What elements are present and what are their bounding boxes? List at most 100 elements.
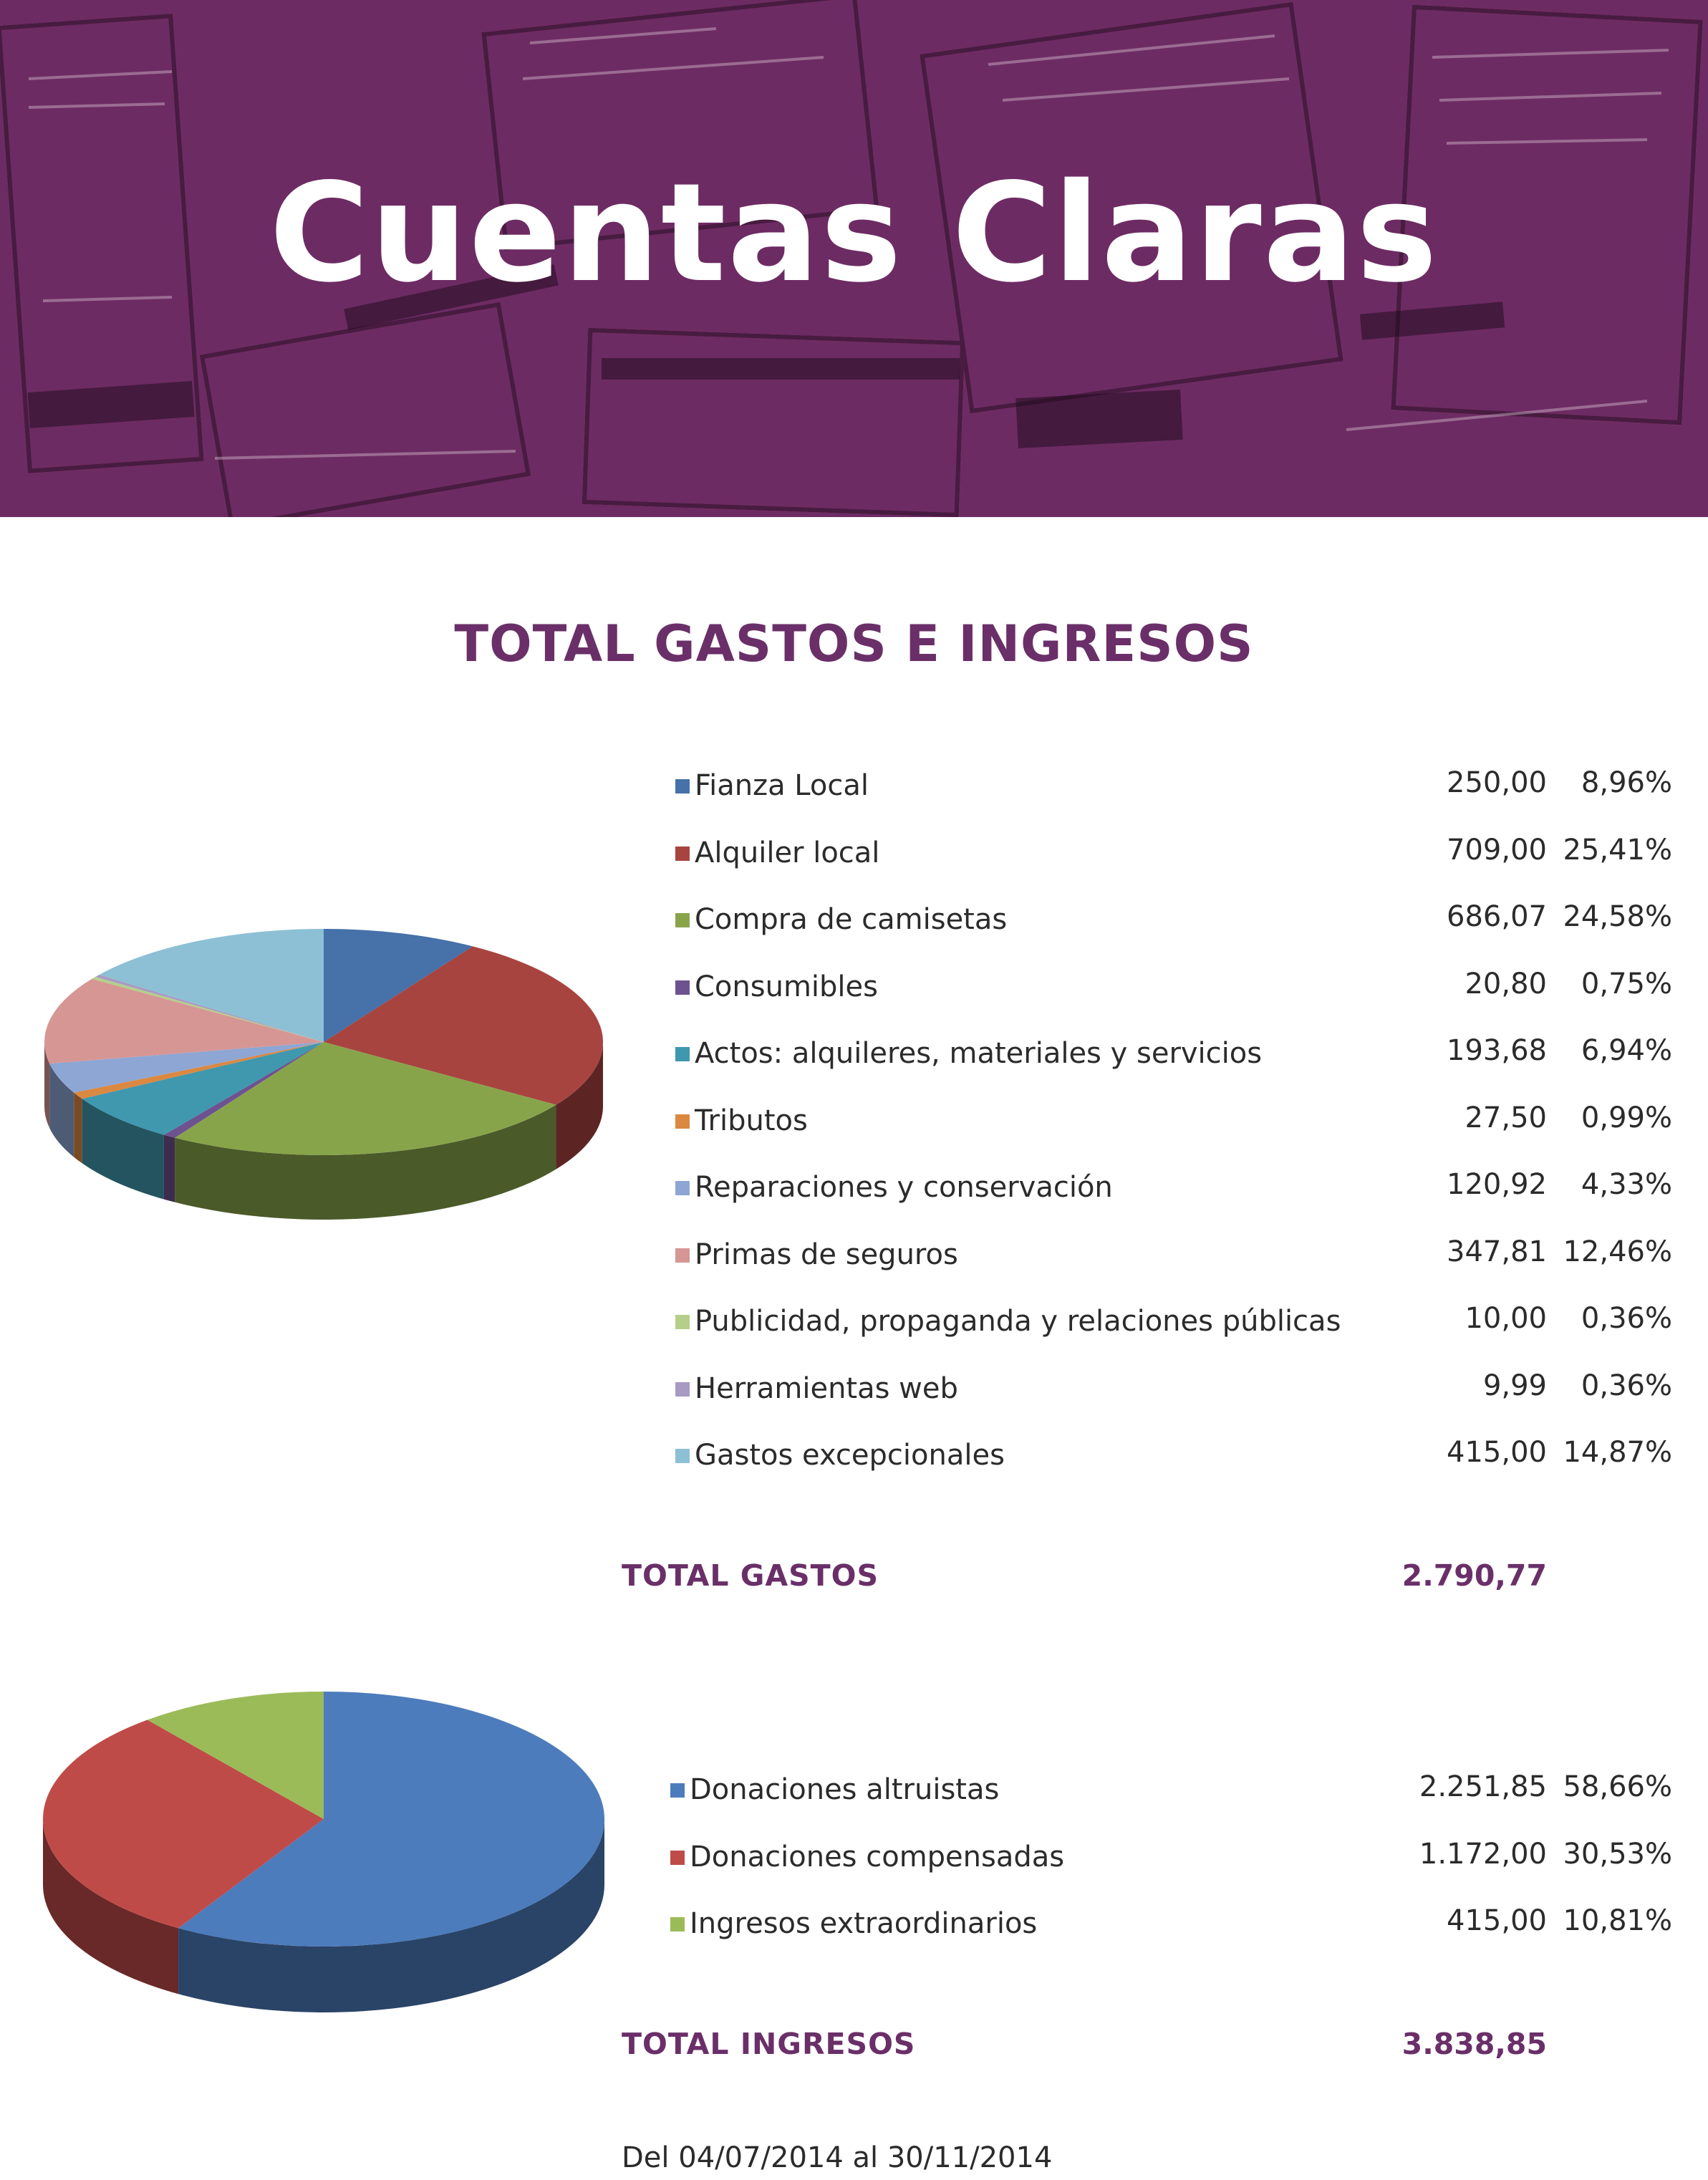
expense-value: 120,92	[1447, 1168, 1547, 1201]
legend-swatch	[675, 846, 690, 861]
expense-item: Consumibles 20,80 0,75%	[670, 963, 1679, 1031]
expense-item: Fianza Local 250,00 8,96%	[670, 762, 1679, 829]
expense-value: 193,68	[1447, 1034, 1547, 1067]
expense-percent: 0,36%	[1581, 1369, 1672, 1402]
expense-item: Tributos 27,50 0,99%	[670, 1097, 1679, 1164]
expense-percent: 0,36%	[1581, 1302, 1672, 1335]
income-value: 2.251,85	[1419, 1770, 1547, 1803]
expense-value: 250,00	[1447, 766, 1547, 799]
expenses-pie-chart	[44, 929, 603, 1220]
expense-item: Primas de seguros 347,81 12,46%	[670, 1231, 1679, 1298]
pie-slice	[324, 946, 603, 1105]
income-item: Donaciones altruistas 2.251,85 58,66%	[665, 1766, 1679, 1833]
legend-swatch	[675, 1449, 690, 1463]
expense-label: Tributos	[695, 1104, 808, 1137]
expense-item: Gastos excepcionales 415,00 14,87%	[670, 1432, 1679, 1499]
legend-swatch	[675, 779, 690, 794]
pie-slice	[49, 1042, 324, 1093]
total-income-label: TOTAL INGRESOS	[622, 2027, 916, 2061]
legend-swatch	[670, 1917, 685, 1931]
pie-slice-side	[82, 1099, 164, 1200]
date-range: Del 04/07/2014 al 30/11/2014	[622, 2141, 1053, 2174]
income-percent: 58,66%	[1563, 1770, 1672, 1803]
income-label: Donaciones compensadas	[690, 1840, 1065, 1873]
expense-percent: 24,58%	[1563, 900, 1672, 933]
expense-value: 347,81	[1447, 1235, 1547, 1268]
pie-slice	[324, 929, 473, 1042]
expense-item: Compra de camisetas 686,07 24,58%	[670, 896, 1679, 963]
pie-slice-side	[178, 1819, 604, 2012]
pie-slice-side	[163, 1134, 175, 1202]
expense-percent: 25,41%	[1563, 833, 1672, 867]
expense-item: Alquiler local 709,00 25,41%	[670, 829, 1679, 897]
pie-slice-side	[43, 1819, 179, 1995]
expense-item: Herramientas web 9,99 0,36%	[670, 1365, 1679, 1432]
legend-swatch	[675, 1047, 690, 1061]
income-label: Ingresos extraordinarios	[690, 1907, 1038, 1940]
expense-label: Publicidad, propaganda y relaciones públ…	[695, 1305, 1341, 1338]
expense-label: Primas de seguros	[695, 1238, 958, 1271]
pie-slice-side	[556, 1042, 603, 1169]
expense-percent: 0,75%	[1581, 967, 1672, 1000]
expense-percent: 4,33%	[1581, 1168, 1672, 1201]
pie-slice	[95, 975, 324, 1042]
income-item: Ingresos extraordinarios 415,00 10,81%	[665, 1900, 1679, 1967]
expenses-legend: Fianza Local 250,00 8,96% Alquiler local 70…	[670, 762, 1679, 1499]
pie-slice	[92, 976, 324, 1042]
expense-label: Herramientas web	[695, 1371, 958, 1405]
expense-label: Compra de camisetas	[695, 903, 1008, 936]
pie-slice	[42, 1720, 324, 1929]
pie-slice	[44, 978, 324, 1064]
legend-swatch	[670, 1783, 685, 1798]
legend-swatch	[675, 980, 690, 995]
legend-swatch	[675, 1315, 690, 1329]
header-banner: Cuentas Claras	[0, 0, 1708, 517]
page-title: TOTAL GASTOS E INGRESOS	[454, 614, 1254, 673]
pie-slice	[147, 1692, 324, 1819]
total-expenses-value: 2.790,77	[1401, 1558, 1547, 1593]
expense-value: 9,99	[1482, 1369, 1547, 1402]
expense-value: 415,00	[1447, 1436, 1547, 1469]
pie-slice-side	[49, 1064, 74, 1157]
pie-slice	[178, 1692, 604, 1947]
total-income-value: 3.838,85	[1401, 2027, 1547, 2061]
expense-label: Alquiler local	[695, 836, 880, 869]
expense-item: Actos: alquileres, materiales y servicio…	[670, 1030, 1679, 1097]
legend-swatch	[670, 1850, 685, 1865]
pie-slice	[163, 1042, 324, 1138]
expense-value: 709,00	[1447, 833, 1547, 867]
expense-percent: 6,94%	[1581, 1034, 1672, 1067]
expense-item: Reparaciones y conservación 120,92 4,33%	[670, 1164, 1679, 1231]
income-legend: Donaciones altruistas 2.251,85 58,66% Dona…	[665, 1766, 1679, 1967]
expense-value: 10,00	[1465, 1302, 1547, 1335]
income-label: Donaciones altruistas	[690, 1773, 1000, 1806]
expense-value: 686,07	[1447, 900, 1547, 933]
legend-swatch	[675, 1114, 690, 1129]
receipts-collage-decoration	[0, 0, 1708, 517]
expense-label: Fianza Local	[695, 769, 869, 802]
pie-slice-side	[74, 1092, 82, 1164]
expense-label: Reparaciones y conservación	[695, 1171, 1113, 1204]
legend-swatch	[675, 1181, 690, 1195]
expense-label: Consumibles	[695, 970, 878, 1003]
income-item: Donaciones compensadas 1.172,00 30,53%	[665, 1833, 1679, 1901]
expense-label: Gastos excepcionales	[695, 1439, 1005, 1472]
total-expenses-label: TOTAL GASTOS	[622, 1558, 879, 1593]
legend-swatch	[675, 913, 690, 927]
expense-percent: 14,87%	[1563, 1436, 1672, 1469]
legend-swatch	[675, 1381, 690, 1397]
income-percent: 10,81%	[1563, 1904, 1672, 1937]
expense-value: 27,50	[1465, 1101, 1547, 1134]
expense-label: Actos: alquileres, materiales y servicio…	[695, 1037, 1263, 1070]
pie-slice	[99, 929, 324, 1042]
expense-percent: 0,99%	[1581, 1101, 1672, 1134]
pie-slice-side	[44, 1042, 50, 1129]
pie-slice	[175, 1042, 556, 1155]
income-pie-chart	[42, 1692, 604, 2012]
expense-percent: 12,46%	[1563, 1235, 1672, 1268]
banner-title: Cuentas Claras	[269, 154, 1439, 312]
pie-slice-side	[175, 1104, 556, 1220]
income-percent: 30,53%	[1563, 1837, 1672, 1871]
expense-item: Publicidad, propaganda y relaciones públ…	[670, 1298, 1679, 1365]
pie-slice	[82, 1042, 324, 1135]
